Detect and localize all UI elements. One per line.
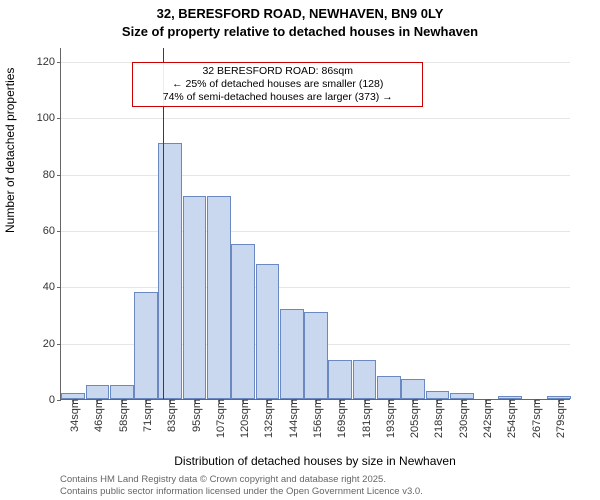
histogram-bar [256, 264, 280, 399]
histogram-bar [353, 360, 377, 399]
histogram-bar [401, 379, 425, 399]
ytick-label: 100 [37, 112, 61, 124]
histogram-bar [86, 385, 110, 399]
annotation-line: ← 25% of detached houses are smaller (12… [137, 78, 418, 91]
histogram-bar [158, 143, 182, 399]
xtick-label: 107sqm [211, 399, 227, 438]
x-axis-title: Distribution of detached houses by size … [60, 454, 570, 468]
histogram-bar [426, 391, 450, 399]
ytick-label: 0 [49, 394, 61, 406]
annotation-box: 32 BERESFORD ROAD: 86sqm← 25% of detache… [132, 62, 423, 107]
xtick-label: 169sqm [332, 399, 348, 438]
annotation-line: 74% of semi-detached houses are larger (… [137, 91, 418, 104]
xtick-label: 132sqm [259, 399, 275, 438]
xtick-label: 46sqm [89, 399, 105, 432]
gridline [61, 175, 570, 176]
xtick-label: 83sqm [162, 399, 178, 432]
y-axis-title: Number of detached properties [3, 213, 17, 233]
xtick-label: 71sqm [138, 399, 154, 432]
ytick-label: 40 [43, 281, 61, 293]
footer-copyright: Contains HM Land Registry data © Crown c… [60, 474, 386, 485]
property-size-chart: 32, BERESFORD ROAD, NEWHAVEN, BN9 0LY Si… [0, 0, 600, 500]
histogram-bar [110, 385, 134, 399]
xtick-label: 205sqm [405, 399, 421, 438]
histogram-bar [207, 196, 231, 399]
xtick-label: 218sqm [429, 399, 445, 438]
xtick-label: 120sqm [235, 399, 251, 438]
histogram-bar [183, 196, 207, 399]
ytick-label: 80 [43, 169, 61, 181]
xtick-label: 144sqm [284, 399, 300, 438]
gridline [61, 231, 570, 232]
ytick-label: 60 [43, 225, 61, 237]
histogram-bar [328, 360, 352, 399]
gridline [61, 118, 570, 119]
histogram-bar [304, 312, 328, 399]
xtick-label: 267sqm [527, 399, 543, 438]
histogram-bar [377, 376, 401, 399]
chart-title-desc: Size of property relative to detached ho… [0, 24, 600, 39]
xtick-label: 230sqm [454, 399, 470, 438]
xtick-label: 95sqm [187, 399, 203, 432]
xtick-label: 181sqm [357, 399, 373, 438]
xtick-label: 34sqm [65, 399, 81, 432]
histogram-bar [231, 244, 255, 399]
xtick-label: 242sqm [478, 399, 494, 438]
xtick-label: 58sqm [114, 399, 130, 432]
histogram-bar [280, 309, 304, 399]
footer-licence: Contains public sector information licen… [60, 486, 423, 497]
xtick-label: 193sqm [381, 399, 397, 438]
ytick-label: 120 [37, 56, 61, 68]
plot-area: 02040608010012034sqm46sqm58sqm71sqm83sqm… [60, 48, 570, 400]
chart-title-address: 32, BERESFORD ROAD, NEWHAVEN, BN9 0LY [0, 6, 600, 21]
histogram-bar [134, 292, 158, 399]
gridline [61, 287, 570, 288]
annotation-line: 32 BERESFORD ROAD: 86sqm [137, 65, 418, 78]
xtick-label: 254sqm [502, 399, 518, 438]
ytick-label: 20 [43, 338, 61, 350]
xtick-label: 156sqm [308, 399, 324, 438]
xtick-label: 279sqm [551, 399, 567, 438]
